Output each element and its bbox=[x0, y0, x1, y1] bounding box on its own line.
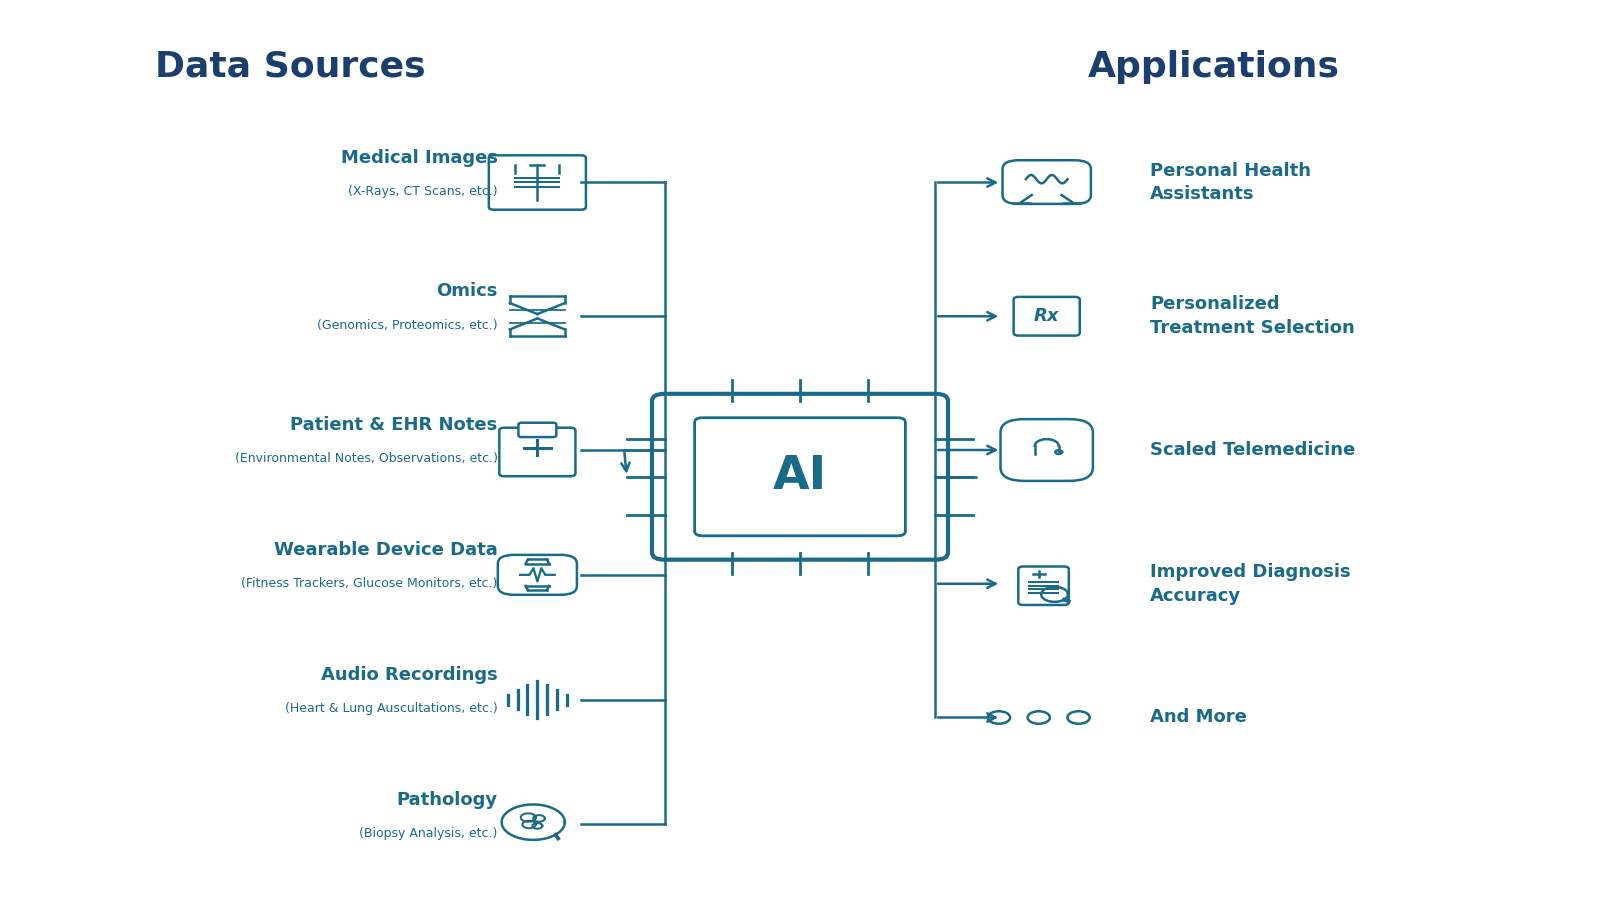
Text: Patient & EHR Notes: Patient & EHR Notes bbox=[290, 416, 498, 434]
Text: (X-Rays, CT Scans, etc.): (X-Rays, CT Scans, etc.) bbox=[347, 184, 498, 198]
Text: (Fitness Trackers, Glucose Monitors, etc.): (Fitness Trackers, Glucose Monitors, etc… bbox=[242, 577, 498, 590]
Text: Wearable Device Data: Wearable Device Data bbox=[274, 541, 498, 559]
Text: And More: And More bbox=[1150, 708, 1246, 726]
Text: Personal Health
Assistants: Personal Health Assistants bbox=[1150, 162, 1310, 203]
Text: (Environmental Notes, Observations, etc.): (Environmental Notes, Observations, etc.… bbox=[235, 453, 498, 465]
Text: Improved Diagnosis
Accuracy: Improved Diagnosis Accuracy bbox=[1150, 563, 1350, 605]
FancyBboxPatch shape bbox=[518, 423, 557, 437]
Text: (Biopsy Analysis, etc.): (Biopsy Analysis, etc.) bbox=[360, 827, 498, 840]
Text: Personalized
Treatment Selection: Personalized Treatment Selection bbox=[1150, 295, 1355, 337]
Text: Pathology: Pathology bbox=[397, 790, 498, 808]
Text: (Genomics, Proteomics, etc.): (Genomics, Proteomics, etc.) bbox=[317, 319, 498, 332]
Text: Omics: Omics bbox=[437, 283, 498, 301]
Text: Scaled Telemedicine: Scaled Telemedicine bbox=[1150, 441, 1355, 459]
Text: Applications: Applications bbox=[1088, 50, 1339, 84]
Text: Medical Images: Medical Images bbox=[341, 148, 498, 166]
Text: Data Sources: Data Sources bbox=[155, 50, 426, 84]
Text: Rx: Rx bbox=[1034, 307, 1059, 325]
Text: (Heart & Lung Auscultations, etc.): (Heart & Lung Auscultations, etc.) bbox=[285, 702, 498, 716]
Text: AI: AI bbox=[773, 454, 827, 500]
Text: Audio Recordings: Audio Recordings bbox=[322, 666, 498, 684]
